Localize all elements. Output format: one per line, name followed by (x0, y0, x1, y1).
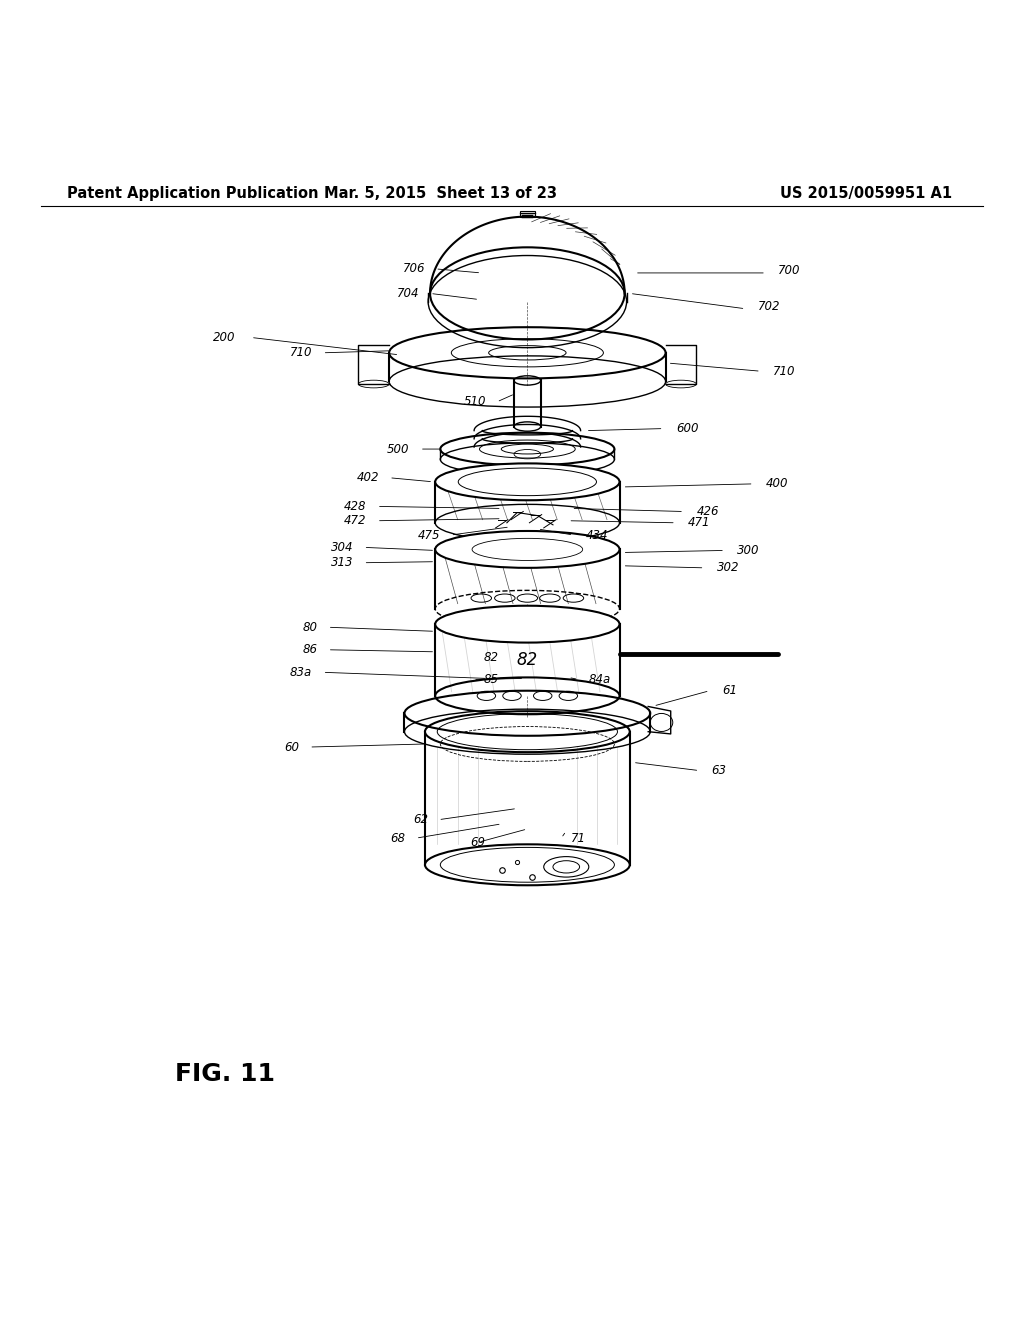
Text: 200: 200 (213, 331, 236, 345)
Text: 434: 434 (586, 528, 608, 541)
Text: 83a: 83a (290, 665, 312, 678)
Text: FIG. 11: FIG. 11 (175, 1061, 275, 1085)
Ellipse shape (435, 606, 620, 643)
Text: 85: 85 (483, 673, 499, 686)
Text: 500: 500 (387, 442, 410, 455)
Text: 63: 63 (712, 764, 727, 777)
Text: 69: 69 (471, 836, 485, 849)
Text: 80: 80 (302, 620, 317, 634)
Text: 510: 510 (464, 396, 486, 408)
Text: 710: 710 (290, 346, 312, 359)
Text: 710: 710 (773, 364, 796, 378)
Text: 402: 402 (356, 471, 379, 484)
Text: 471: 471 (688, 516, 711, 529)
Text: 86: 86 (302, 643, 317, 656)
Text: Patent Application Publication: Patent Application Publication (67, 186, 318, 201)
Text: 60: 60 (284, 741, 299, 754)
Text: 702: 702 (758, 300, 780, 313)
Text: 704: 704 (397, 286, 420, 300)
Text: 302: 302 (717, 561, 739, 574)
Ellipse shape (435, 531, 620, 568)
Text: 313: 313 (331, 556, 353, 569)
Ellipse shape (435, 463, 620, 500)
Text: 400: 400 (766, 478, 788, 490)
Text: 600: 600 (676, 422, 698, 436)
Text: 71: 71 (571, 832, 587, 845)
Text: 300: 300 (737, 544, 760, 557)
Text: 475: 475 (418, 528, 440, 541)
Text: 428: 428 (344, 500, 367, 513)
Text: 62: 62 (413, 813, 428, 826)
Text: 706: 706 (402, 263, 425, 276)
Text: Mar. 5, 2015  Sheet 13 of 23: Mar. 5, 2015 Sheet 13 of 23 (324, 186, 557, 201)
Text: US 2015/0059951 A1: US 2015/0059951 A1 (780, 186, 952, 201)
Text: 84a: 84a (589, 673, 611, 686)
Text: 82: 82 (484, 652, 499, 664)
Text: 61: 61 (722, 684, 737, 697)
Text: 426: 426 (696, 506, 719, 517)
Text: 82: 82 (517, 651, 538, 669)
Text: 68: 68 (390, 832, 406, 845)
Text: 304: 304 (331, 541, 353, 554)
Text: 700: 700 (778, 264, 801, 277)
Text: 472: 472 (344, 515, 367, 527)
